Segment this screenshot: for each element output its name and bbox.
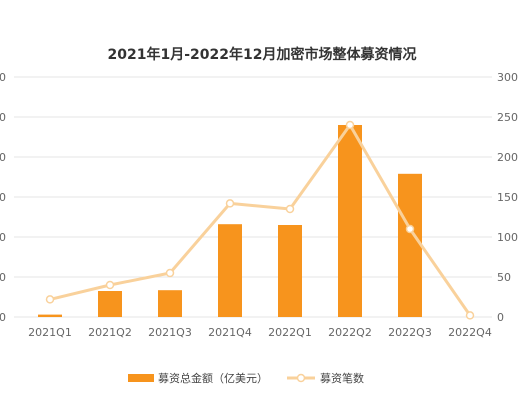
- grid-lines: [14, 76, 492, 318]
- legend-bar-swatch: [128, 374, 154, 382]
- right-axis-ticks: 0 50 100 150 200 250 300: [497, 71, 518, 324]
- legend-line-label: 募资笔数: [320, 371, 364, 385]
- y-right-tick-label: 0: [497, 311, 504, 324]
- y-right-tick-label: 150: [497, 191, 518, 204]
- left-axis-ticks: 0 0 0 0 0 0 0: [0, 71, 6, 324]
- y-right-tick-label: 50: [497, 271, 511, 284]
- bar: [38, 314, 62, 317]
- line-point: [45, 295, 55, 304]
- x-tick-label: 2022Q3: [388, 326, 432, 339]
- x-tick-label: 2022Q4: [448, 326, 492, 339]
- y-right-tick-label: 200: [497, 151, 518, 164]
- y-left-tick-label: 0: [0, 151, 6, 164]
- x-tick-label: 2022Q1: [268, 326, 312, 339]
- line-point: [285, 204, 295, 214]
- chart-title: 2021年1月-2022年12月加密市场整体募资情况: [108, 46, 417, 63]
- y-right-tick-label: 300: [497, 71, 518, 84]
- y-left-tick-label: 0: [0, 191, 6, 204]
- y-left-tick-label: 0: [0, 111, 6, 124]
- y-left-tick-label: 0: [0, 311, 6, 324]
- x-tick-label: 2021Q1: [28, 326, 72, 339]
- series-line: [49, 123, 472, 317]
- legend-line-marker: [296, 373, 306, 383]
- y-right-tick-label: 100: [497, 231, 518, 244]
- bar: [158, 290, 182, 317]
- x-tick-label: 2021Q2: [88, 326, 132, 339]
- x-tick-label: 2022Q2: [328, 326, 372, 339]
- line-point: [225, 199, 235, 208]
- line-point: [165, 268, 175, 278]
- legend-bar-label: 募资总金额（亿美元）: [158, 371, 268, 385]
- bar: [398, 173, 422, 317]
- bar: [218, 224, 242, 317]
- x-tick-label: 2021Q3: [148, 326, 192, 339]
- line-point: [345, 120, 355, 130]
- line-point: [465, 311, 475, 320]
- bar: [278, 225, 302, 317]
- bar: [98, 291, 122, 317]
- x-axis-ticks: 2021Q1 2021Q2 2021Q3 2021Q4 2022Q1 2022Q2 2022…: [28, 326, 492, 339]
- line-point: [105, 280, 115, 290]
- y-left-tick-label: 0: [0, 71, 6, 84]
- x-tick-label: 2021Q4: [208, 326, 252, 339]
- y-right-tick-label: 250: [497, 111, 518, 124]
- bar: [338, 125, 362, 317]
- y-left-tick-label: 0: [0, 231, 6, 244]
- legend: 募资总金额（亿美元） 募资笔数: [128, 371, 364, 385]
- bar-series: [38, 125, 422, 317]
- y-left-tick-label: 0: [0, 271, 6, 284]
- line-series: [45, 120, 475, 320]
- line-point: [405, 224, 415, 234]
